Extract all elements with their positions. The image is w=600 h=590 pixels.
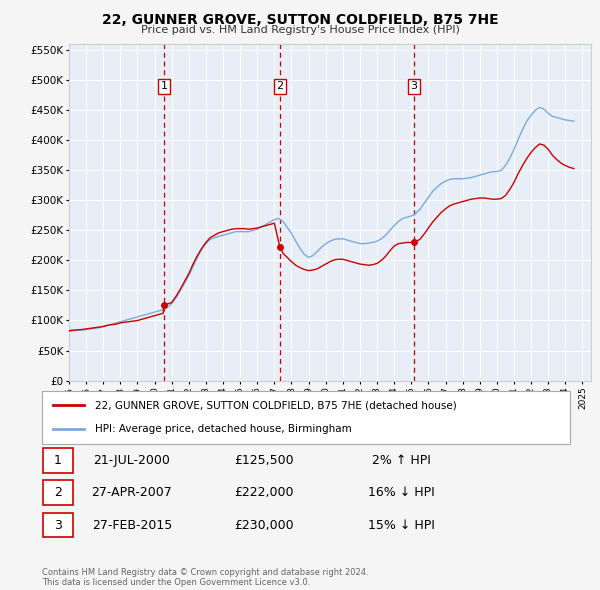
Text: 21-JUL-2000: 21-JUL-2000 — [94, 454, 170, 467]
Text: 15% ↓ HPI: 15% ↓ HPI — [368, 519, 434, 532]
FancyBboxPatch shape — [43, 480, 73, 505]
Text: 22, GUNNER GROVE, SUTTON COLDFIELD, B75 7HE (detached house): 22, GUNNER GROVE, SUTTON COLDFIELD, B75 … — [95, 401, 457, 411]
Text: £222,000: £222,000 — [234, 486, 293, 499]
Text: 1: 1 — [160, 81, 167, 91]
Text: £230,000: £230,000 — [234, 519, 293, 532]
Text: Price paid vs. HM Land Registry's House Price Index (HPI): Price paid vs. HM Land Registry's House … — [140, 25, 460, 35]
Text: 2: 2 — [276, 81, 283, 91]
Text: 27-APR-2007: 27-APR-2007 — [91, 486, 172, 499]
FancyBboxPatch shape — [43, 513, 73, 537]
Text: HPI: Average price, detached house, Birmingham: HPI: Average price, detached house, Birm… — [95, 424, 352, 434]
Text: 27-FEB-2015: 27-FEB-2015 — [92, 519, 172, 532]
FancyBboxPatch shape — [43, 448, 73, 473]
Text: 2: 2 — [54, 486, 62, 499]
Text: £125,500: £125,500 — [234, 454, 293, 467]
Text: 1: 1 — [54, 454, 62, 467]
Text: 22, GUNNER GROVE, SUTTON COLDFIELD, B75 7HE: 22, GUNNER GROVE, SUTTON COLDFIELD, B75 … — [101, 13, 499, 27]
Text: 3: 3 — [410, 81, 418, 91]
Text: Contains HM Land Registry data © Crown copyright and database right 2024.
This d: Contains HM Land Registry data © Crown c… — [42, 568, 368, 587]
Text: 3: 3 — [54, 519, 62, 532]
Text: 16% ↓ HPI: 16% ↓ HPI — [368, 486, 434, 499]
Text: 2% ↑ HPI: 2% ↑ HPI — [371, 454, 430, 467]
